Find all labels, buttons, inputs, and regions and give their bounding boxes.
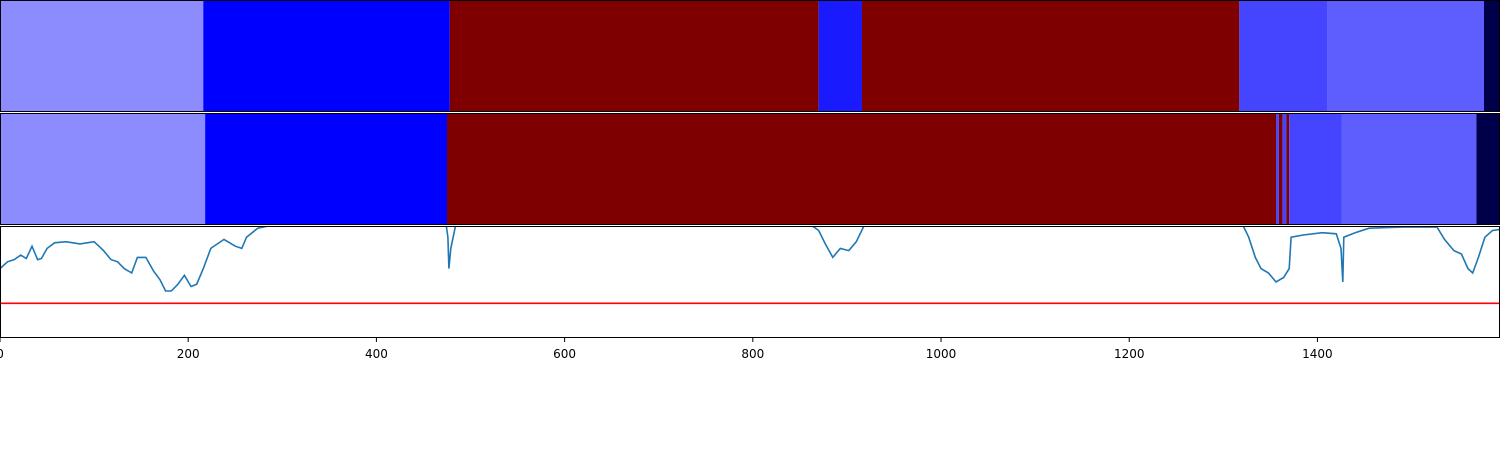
middle-segment <box>205 113 447 225</box>
top-segment <box>1239 0 1328 112</box>
top-segment <box>1484 0 1500 112</box>
x-tick-label: 200 <box>177 347 200 361</box>
x-tick-label: 1200 <box>1114 347 1145 361</box>
middle-segment-track <box>0 113 1500 225</box>
middle-segment <box>1278 113 1283 225</box>
top-segment <box>861 0 1240 112</box>
middle-segment <box>1289 113 1342 225</box>
middle-segment <box>1341 113 1477 225</box>
middle-segment <box>0 113 206 225</box>
top-segment <box>1327 0 1485 112</box>
x-tick-label: 400 <box>365 347 388 361</box>
middle-segment <box>1286 113 1290 225</box>
x-tick-label: 800 <box>741 347 764 361</box>
middle-segment <box>1276 113 1279 225</box>
x-tick-label: 1400 <box>1302 347 1333 361</box>
top-segment <box>818 0 862 112</box>
x-tick-label: 1000 <box>926 347 957 361</box>
top-segment <box>203 0 450 112</box>
score-line-plot <box>0 226 1500 338</box>
x-tick-label: 600 <box>553 347 576 361</box>
top-segment-track <box>0 0 1500 112</box>
middle-segment <box>1282 113 1287 225</box>
middle-segment <box>446 113 1277 225</box>
x-tick-label: 0 <box>0 347 4 361</box>
plot-background <box>0 226 1500 338</box>
x-axis: 0 200 400 600 800 1000 1200 1400 <box>0 338 1333 361</box>
top-segment <box>449 0 819 112</box>
middle-segment <box>1476 113 1500 225</box>
top-segment <box>0 0 204 112</box>
score-series-line <box>0 226 1500 292</box>
